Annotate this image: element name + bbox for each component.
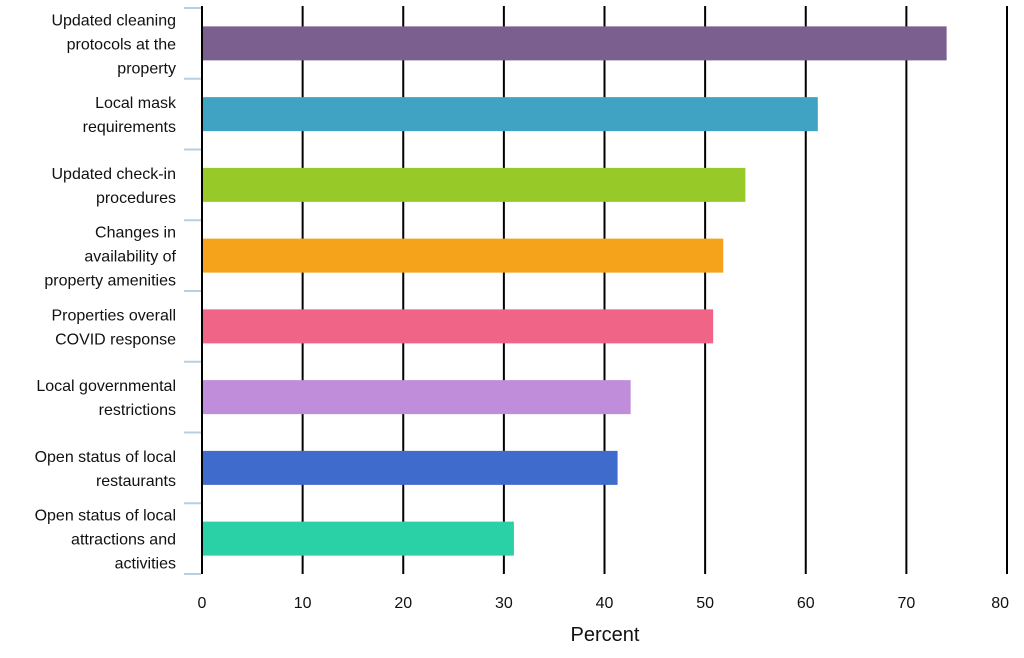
bar-1 (202, 26, 947, 61)
category-label: Open status of local restaurants (35, 449, 176, 490)
bars (202, 26, 947, 556)
x-tick-label: 20 (394, 595, 412, 612)
x-tick-label: 10 (294, 595, 312, 612)
bar-6 (202, 380, 631, 415)
x-axis-title: Percent (571, 624, 640, 646)
category-label: Updated check-in procedures (51, 166, 176, 207)
bar-8 (202, 521, 514, 556)
category-label: Changes in availability of property amenit… (44, 225, 176, 290)
category-label: Local mask requirements (83, 95, 177, 136)
bar-3 (202, 167, 746, 202)
category-label: Open status of local attractions and activ… (35, 508, 176, 573)
x-tick-label: 50 (696, 595, 714, 612)
category-label: Local governmental restrictions (36, 378, 176, 419)
x-tick-label: 70 (897, 595, 915, 612)
x-tick-label: 30 (495, 595, 513, 612)
x-tick-label: 40 (596, 595, 614, 612)
x-tick-label: 80 (991, 595, 1009, 612)
category-labels: Updated cleaning protocols at the property… (35, 12, 177, 572)
x-tick-labels: 0 10 20 30 40 50 60 70 80 (198, 595, 1010, 612)
y-axis (184, 6, 203, 575)
bar-7 (202, 450, 618, 485)
gridlines (301, 6, 1008, 574)
x-tick-label: 0 (198, 595, 207, 612)
bar-5 (202, 309, 714, 344)
bar-2 (202, 97, 818, 132)
category-label: Properties overall COVID response (52, 307, 177, 348)
bar-4 (202, 238, 724, 273)
x-tick-label: 60 (797, 595, 815, 612)
category-label: Updated cleaning protocols at the property (51, 12, 176, 77)
